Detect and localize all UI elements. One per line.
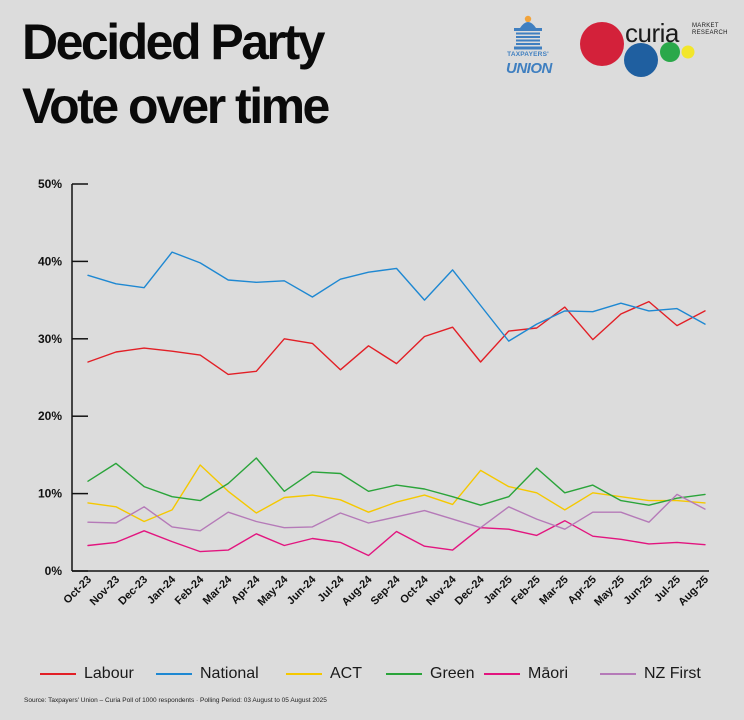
x-tick-label: Jun-24: [285, 573, 319, 607]
curia-logo: curia MARKET RESEARCH: [578, 18, 728, 80]
series-line-nz-first: [87, 493, 706, 532]
chart-title-line-2: Vote over time: [22, 78, 330, 134]
curia-dot-blue: [624, 43, 658, 77]
x-tick-label: Aug-24: [340, 573, 375, 608]
y-tick-label: 50%: [38, 177, 62, 191]
x-tick-label: Mar-25: [537, 574, 571, 608]
chart-legend: Labour National ACT Green Māori NZ First: [0, 663, 744, 685]
curia-dot-green: [660, 42, 680, 62]
y-tick-label: 40%: [38, 254, 62, 268]
taxpayers-union-logo-line-1: TAXPAYERS': [507, 51, 549, 58]
chart-title: Decided Party Vote over time: [22, 10, 330, 138]
x-tick-label: Feb-24: [173, 573, 207, 607]
x-tick-label: Jun-25: [621, 574, 655, 608]
legend-label: Green: [430, 665, 475, 682]
series-line-m-ori: [87, 520, 706, 557]
x-tick-label: May-25: [592, 574, 627, 609]
y-tick-label: 20%: [38, 409, 62, 423]
legend-swatch: [286, 673, 322, 675]
x-tick-label: Dec-24: [453, 573, 488, 608]
series-line-national: [87, 251, 706, 342]
legend-label: National: [200, 665, 259, 682]
taxpayers-union-building-icon: [514, 15, 542, 50]
curia-dot-red: [580, 22, 624, 66]
legend-swatch: [600, 673, 636, 675]
x-tick-label: Nov-23: [88, 574, 122, 608]
legend-label: Māori: [528, 665, 569, 682]
curia-wordmark: curia: [625, 18, 679, 48]
x-tick-label: Sep-24: [369, 573, 404, 608]
x-tick-label: Jan-25: [482, 574, 515, 607]
source-note: Source: Taxpayers' Union – Curia Poll of…: [24, 697, 327, 704]
legend-label: Labour: [84, 665, 134, 682]
legend-swatch: [386, 673, 422, 675]
curia-dot-yellow: [681, 45, 695, 59]
x-tick-label: Nov-24: [424, 573, 459, 608]
legend-label: ACT: [330, 665, 362, 682]
legend-label: NZ First: [644, 665, 701, 682]
x-tick-label: Dec-23: [116, 574, 150, 608]
y-tick-label: 10%: [38, 487, 62, 501]
curia-dots-icon: [580, 22, 695, 77]
x-tick-label: Jan-24: [145, 573, 179, 607]
x-tick-label: Feb-25: [509, 574, 543, 608]
x-tick-label: Aug-25: [676, 574, 711, 609]
series-line-act: [87, 464, 706, 523]
curia-tagline: MARKET RESEARCH: [692, 23, 728, 36]
y-tick-label: 30%: [38, 332, 62, 346]
x-tick-label: May-24: [256, 573, 291, 608]
legend-swatch: [484, 673, 520, 675]
series-line-green: [87, 457, 706, 506]
y-tick-label: 0%: [45, 564, 63, 578]
chart-title-line-1: Decided Party: [22, 14, 325, 70]
taxpayers-union-logo: TAXPAYERS' UNION: [506, 14, 552, 80]
series-line-labour: [87, 300, 706, 376]
legend-swatch: [156, 673, 192, 675]
x-tick-label: Mar-24: [201, 573, 235, 607]
taxpayers-union-logo-line-2: UNION: [506, 60, 552, 77]
legend-swatch: [40, 673, 76, 675]
